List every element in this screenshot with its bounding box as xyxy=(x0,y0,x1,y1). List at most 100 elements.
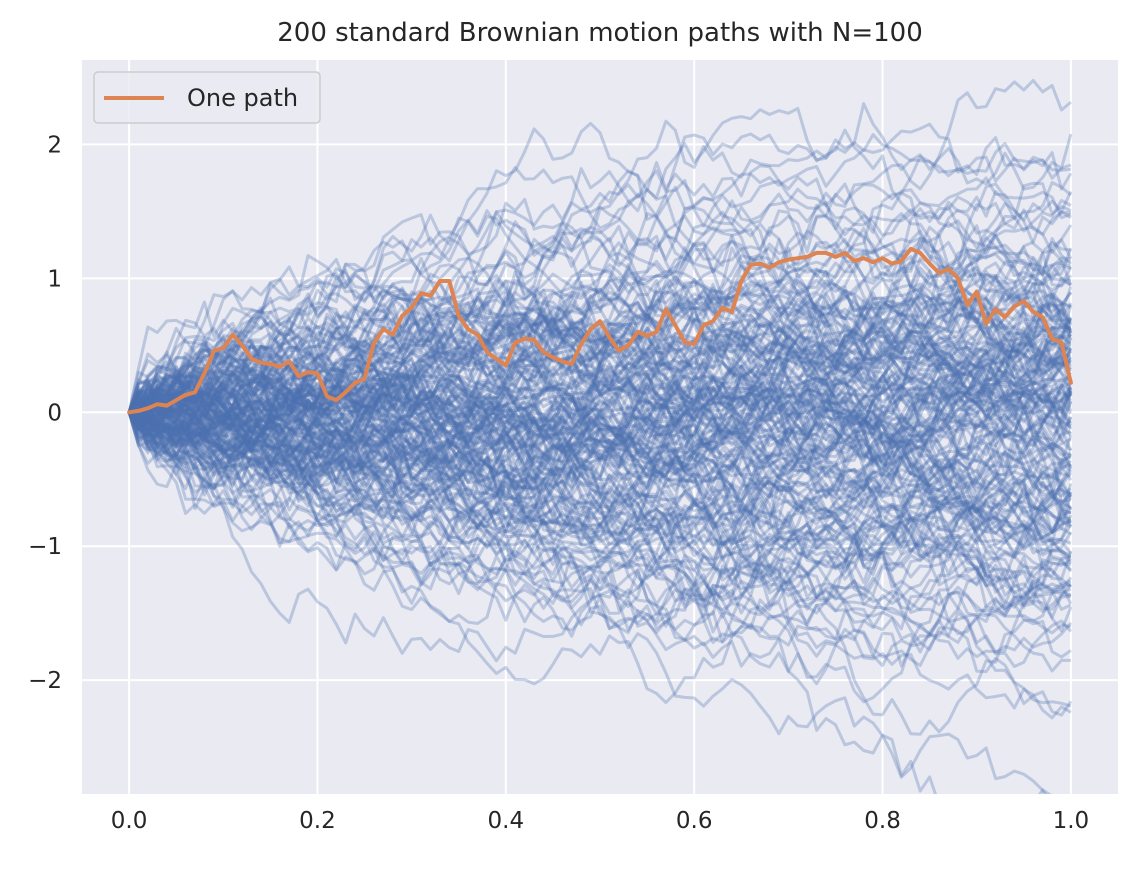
background-path xyxy=(128,284,1073,474)
background-path xyxy=(127,337,1072,534)
background-path xyxy=(128,383,1072,539)
background-path xyxy=(128,272,1073,414)
background-path xyxy=(127,279,1073,512)
background-path xyxy=(127,236,1073,473)
background-path xyxy=(127,374,1073,527)
background-path xyxy=(127,208,1072,413)
background-path xyxy=(128,315,1073,447)
background-path xyxy=(127,251,1072,413)
background-path xyxy=(128,298,1073,436)
background-path xyxy=(127,349,1071,673)
background-path xyxy=(127,366,1073,654)
background-path xyxy=(129,273,1072,440)
background-path xyxy=(128,304,1073,498)
background-path xyxy=(128,250,1073,414)
background-path xyxy=(127,247,1073,482)
background-path xyxy=(128,361,1072,558)
background-path xyxy=(127,365,1073,502)
background-path xyxy=(127,411,1073,548)
background-path xyxy=(127,276,1073,471)
background-path xyxy=(128,302,1073,468)
background-path xyxy=(128,306,1072,438)
background-path xyxy=(128,235,1072,448)
background-path xyxy=(128,329,1072,480)
background-path xyxy=(127,326,1072,452)
background-path xyxy=(127,294,1073,492)
background-path xyxy=(127,287,1073,463)
background-path xyxy=(127,400,1073,569)
grid xyxy=(82,60,1118,794)
background-path xyxy=(128,191,1073,486)
background-path xyxy=(128,102,1072,417)
highlight-path-layer xyxy=(127,246,1073,415)
background-path xyxy=(128,351,1073,525)
background-path xyxy=(127,344,1072,551)
x-tick-label: 0.0 xyxy=(111,808,148,834)
background-path xyxy=(128,390,1073,580)
background-path xyxy=(128,249,1072,449)
background-path xyxy=(128,387,1072,548)
background-path xyxy=(128,410,1073,563)
background-path xyxy=(127,411,1072,590)
background-path xyxy=(127,316,1072,479)
background-path xyxy=(127,273,1072,427)
background-path xyxy=(128,136,1072,423)
background-path xyxy=(128,169,1072,414)
background-path xyxy=(127,411,1072,601)
background-path xyxy=(128,203,1073,414)
background-path xyxy=(128,291,1072,443)
background-path xyxy=(127,389,1072,582)
background-path xyxy=(128,337,1073,595)
background-path xyxy=(128,411,1073,488)
background-path xyxy=(129,276,1073,476)
x-tick-label: 0.8 xyxy=(864,808,901,834)
background-path xyxy=(128,369,1072,514)
background-path xyxy=(128,410,1073,555)
background-path xyxy=(127,411,1072,708)
background-path xyxy=(128,378,1073,615)
background-path xyxy=(128,276,1072,534)
background-path xyxy=(128,323,1073,500)
background-path xyxy=(128,210,1072,443)
background-path xyxy=(128,337,1072,475)
background-path xyxy=(128,327,1072,463)
background-path xyxy=(127,390,1072,475)
background-path xyxy=(127,387,1072,564)
background-path xyxy=(127,411,1073,540)
background-path xyxy=(127,255,1073,458)
background-path xyxy=(127,304,1072,530)
background-path xyxy=(127,206,1073,440)
background-path xyxy=(128,385,1073,504)
background-path xyxy=(127,208,1073,417)
background-path xyxy=(128,299,1072,414)
background-path xyxy=(128,279,1073,465)
background-path xyxy=(127,411,1072,631)
background-path xyxy=(127,354,1073,548)
background-path xyxy=(128,306,1072,469)
background-path xyxy=(128,373,1072,636)
background-path xyxy=(128,279,1072,437)
background-path xyxy=(127,354,1073,515)
chart-title: 200 standard Brownian motion paths with … xyxy=(277,18,923,48)
background-path xyxy=(128,404,1072,638)
background-path xyxy=(128,236,1072,422)
background-path xyxy=(128,368,1072,535)
background-path xyxy=(127,392,1073,624)
background-path xyxy=(127,335,1073,453)
background-path xyxy=(129,315,1072,481)
background-path xyxy=(127,78,1072,414)
background-path xyxy=(128,375,1072,562)
background-path xyxy=(127,229,1073,431)
background-path xyxy=(128,341,1071,488)
background-path xyxy=(127,388,1073,488)
background-path xyxy=(127,122,1073,420)
background-path xyxy=(128,377,1072,652)
x-tick-label: 0.4 xyxy=(488,808,525,834)
background-path xyxy=(128,387,1073,605)
background-path xyxy=(127,296,1072,609)
background-path xyxy=(128,374,1072,547)
background-path xyxy=(127,366,1073,606)
background-path xyxy=(128,394,1072,635)
background-path xyxy=(128,348,1073,537)
